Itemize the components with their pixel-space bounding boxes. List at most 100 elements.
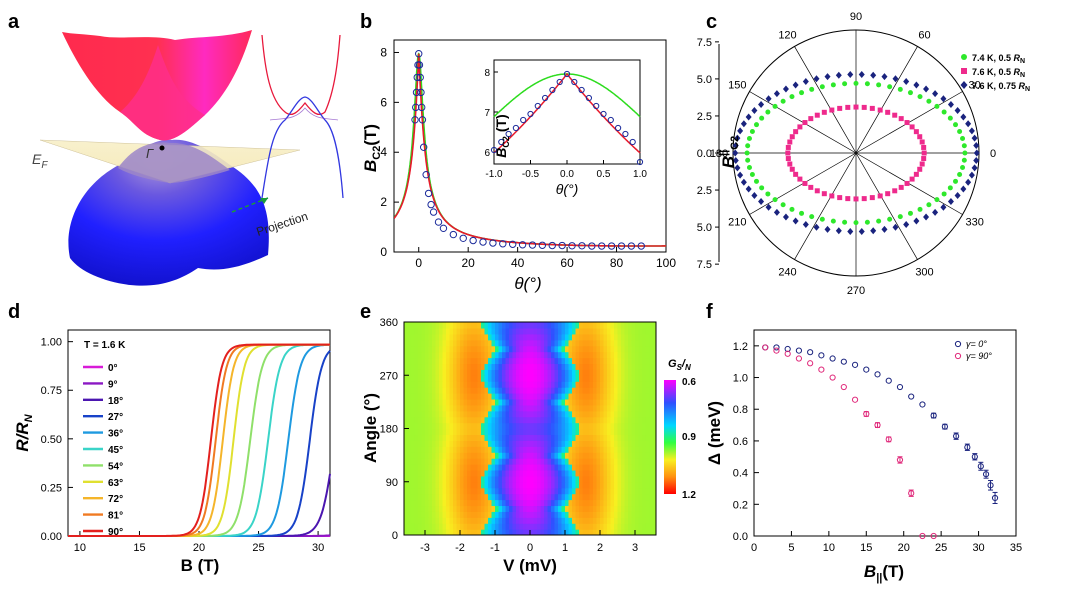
e-heat-cell	[449, 452, 454, 459]
e-heat-cell	[565, 505, 570, 512]
e-heat-cell	[460, 481, 465, 489]
e-heat-cell	[484, 375, 489, 382]
e-heat-cell	[477, 351, 482, 359]
e-heat-cell	[523, 410, 528, 418]
e-heat-cell	[498, 529, 503, 535]
e-heat-cell	[523, 333, 528, 341]
e-heat-cell	[411, 481, 416, 489]
c-point-s2	[813, 223, 820, 231]
e-heat-cell	[603, 333, 608, 341]
e-heat-cell	[495, 404, 500, 412]
e-heat-cell	[533, 505, 538, 512]
e-heat-cell	[484, 351, 489, 359]
f-ytick-label-5: 1.0	[733, 373, 748, 385]
e-heat-cell	[491, 387, 496, 394]
e-heat-cell	[453, 339, 458, 347]
e-heat-cell	[537, 404, 542, 412]
c-point-s2	[947, 198, 954, 206]
e-heat-cell	[446, 333, 451, 341]
e-heat-cell	[565, 404, 570, 412]
e-heat-cell	[502, 446, 507, 453]
e-heat-cell	[512, 529, 517, 535]
e-heat-cell	[607, 410, 612, 418]
e-heat-cell	[533, 416, 538, 424]
e-heat-cell	[589, 452, 594, 459]
e-heat-cell	[519, 351, 524, 359]
e-heat-cell	[565, 434, 570, 441]
e-heat-cell	[614, 428, 619, 436]
e-heat-cell	[467, 458, 472, 465]
e-heat-cell	[551, 404, 556, 412]
e-heat-cell	[635, 345, 640, 353]
c-point-s2	[903, 78, 910, 86]
c-point-s2	[960, 185, 967, 193]
e-heat-cell	[421, 434, 426, 441]
e-heat-cell	[558, 505, 563, 512]
e-heat-cell	[428, 493, 433, 501]
e-heat-cell	[474, 416, 479, 424]
c-point-s2	[751, 107, 758, 115]
e-heat-cell	[589, 446, 594, 453]
e-heat-cell	[582, 511, 587, 518]
e-heat-cell	[537, 517, 542, 524]
e-heat-cell	[617, 410, 622, 418]
e-heat-cell	[628, 404, 633, 412]
e-heat-cell	[537, 452, 542, 459]
e-heat-cell	[477, 511, 482, 518]
e-heat-cell	[421, 381, 426, 388]
e-heat-cell	[603, 481, 608, 489]
e-heat-cell	[418, 434, 423, 441]
e-heat-cell	[505, 404, 510, 412]
c-point-s0	[759, 115, 765, 121]
e-heat-cell	[586, 458, 591, 465]
e-heat-cell	[481, 345, 486, 353]
e-heat-cell	[439, 499, 444, 507]
e-heat-cell	[404, 523, 409, 530]
e-heat-cell	[509, 369, 514, 376]
e-heat-cell	[470, 446, 475, 453]
e-heat-cell	[432, 487, 437, 495]
e-heat-cell	[582, 381, 587, 388]
e-heat-cell	[617, 493, 622, 501]
e-heat-cell	[414, 410, 419, 418]
e-heat-cell	[425, 345, 430, 353]
e-heat-cell	[649, 493, 654, 501]
e-heat-cell	[537, 416, 542, 424]
e-heat-cell	[453, 464, 458, 471]
e-heat-cell	[561, 487, 566, 495]
e-heat-cell	[516, 428, 521, 436]
e-heat-cell	[596, 422, 601, 430]
e-heat-cell	[621, 363, 626, 370]
e-heat-cell	[614, 481, 619, 489]
e-heat-cell	[568, 434, 573, 441]
e-heat-cell	[491, 369, 496, 376]
e-heat-cell	[439, 333, 444, 341]
e-heat-cell	[446, 523, 451, 530]
e-heat-cell	[638, 434, 643, 441]
e-heat-cell	[561, 416, 566, 424]
f-ytick-label-6: 1.2	[733, 341, 748, 353]
e-heat-cell	[449, 357, 454, 365]
e-heat-cell	[635, 475, 640, 483]
e-heat-cell	[474, 381, 479, 388]
e-heat-cell	[481, 357, 486, 365]
e-heat-cell	[624, 333, 629, 341]
f-legend-label-1: γ= 90°	[966, 351, 992, 361]
e-heat-cell	[617, 322, 622, 329]
e-heat-cell	[540, 393, 545, 400]
e-heat-cell	[502, 410, 507, 418]
e-heat-cell	[631, 487, 636, 495]
c-point-s0	[864, 219, 870, 225]
e-heat-cell	[523, 499, 528, 507]
c-point-s1	[904, 180, 910, 186]
e-heat-cell	[509, 440, 514, 447]
e-heat-cell	[547, 333, 552, 341]
e-heat-cell	[463, 481, 468, 489]
e-heat-cell	[512, 416, 517, 424]
e-heat-cell	[631, 339, 636, 347]
e-heat-cell	[652, 464, 656, 471]
e-heat-cell	[491, 446, 496, 453]
c-point-s0	[819, 216, 825, 222]
e-heat-cell	[488, 446, 493, 453]
e-heat-cell	[575, 381, 580, 388]
